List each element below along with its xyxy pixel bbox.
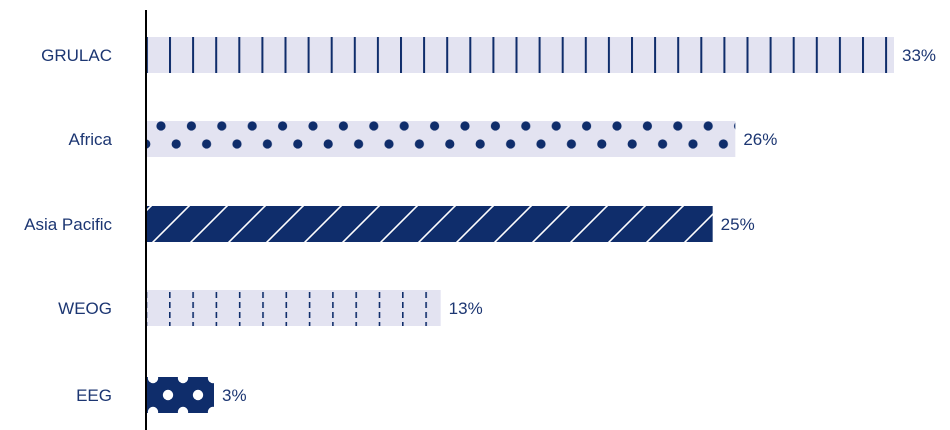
category-label: WEOG	[58, 299, 112, 318]
category-label: Asia Pacific	[24, 215, 112, 234]
category-label: GRULAC	[41, 46, 112, 65]
bar-africa	[146, 121, 736, 157]
value-labels-group: 33% 26% 25% 13% 3%	[222, 46, 936, 405]
value-label: 33%	[902, 46, 936, 65]
value-label: 3%	[222, 386, 247, 405]
bar-eeg	[146, 377, 214, 413]
value-label: 26%	[743, 130, 777, 149]
bar-asia-pacific	[146, 206, 713, 242]
category-label: Africa	[69, 130, 113, 149]
category-labels-group: GRULAC Africa Asia Pacific WEOG EEG	[24, 46, 112, 405]
bar-grulac	[146, 37, 894, 73]
value-label: 25%	[721, 215, 755, 234]
bars-group	[146, 37, 894, 413]
category-label: EEG	[76, 386, 112, 405]
value-label: 13%	[449, 299, 483, 318]
bar-weog	[146, 290, 441, 326]
